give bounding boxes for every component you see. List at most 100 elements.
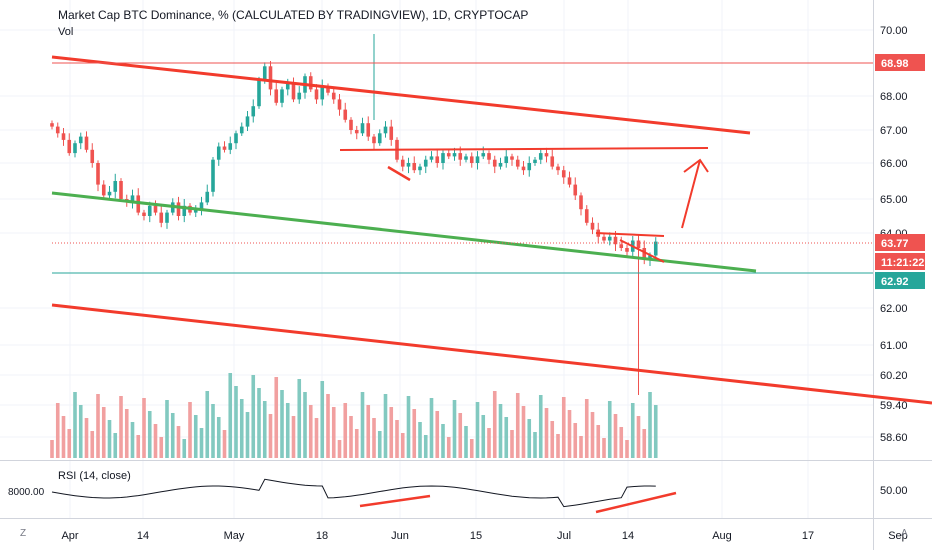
- time-tick-label: 18: [316, 530, 328, 542]
- volume-bar: [119, 396, 123, 458]
- volume-bar: [383, 394, 388, 458]
- upper-channel-line: [51, 55, 751, 135]
- volume-bar: [354, 429, 359, 458]
- volume-bar: [412, 409, 417, 458]
- candle-body: [452, 153, 457, 157]
- time-tick-label: Jul: [557, 530, 571, 542]
- volume-bar: [303, 392, 307, 458]
- volume-bar: [147, 411, 152, 458]
- time-tick-label: Jun: [391, 530, 409, 542]
- volume-bar: [567, 410, 572, 458]
- volume-bar: [159, 437, 164, 458]
- volume-bar: [521, 406, 526, 458]
- volume-bar: [469, 439, 474, 458]
- volume-bar: [90, 431, 95, 458]
- candle-body: [182, 205, 187, 216]
- volume-bar: [222, 430, 227, 458]
- candle-body: [458, 153, 463, 160]
- consolidation-top: [595, 232, 665, 237]
- price-tick-label: 61.00: [880, 340, 908, 352]
- volume-bar: [199, 428, 204, 458]
- volume-bar: [193, 415, 198, 458]
- candle-body: [602, 236, 606, 241]
- volume-bar: [113, 433, 118, 458]
- time-tick-label: 14: [137, 530, 149, 542]
- candle-body: [567, 177, 572, 185]
- volume-bar: [527, 419, 532, 458]
- candle-body: [613, 236, 618, 245]
- volume-bar: [630, 403, 635, 458]
- volume-bar: [573, 423, 578, 458]
- chart-title: Market Cap BTC Dominance, % (CALCULATED …: [58, 8, 529, 22]
- volume-bar: [343, 403, 348, 458]
- candle-body: [326, 86, 330, 93]
- candle-body: [377, 133, 382, 144]
- rsi-right-value: 50.00: [880, 485, 908, 497]
- range-top-line: [339, 147, 709, 151]
- candle-body: [130, 195, 135, 203]
- volume-bar: [561, 397, 566, 458]
- volume-bar: [653, 405, 658, 458]
- volume-bar: [326, 394, 330, 458]
- candle-body: [515, 159, 520, 167]
- candle-body: [234, 133, 238, 144]
- candle-body: [50, 123, 54, 127]
- timezone-button[interactable]: Z: [20, 528, 27, 539]
- price-badge-text: 62.92: [881, 276, 909, 288]
- candle-body: [533, 159, 537, 163]
- volume-bar: [458, 413, 463, 458]
- candle-body: [584, 209, 589, 223]
- candle-body: [498, 163, 503, 167]
- candle-body: [360, 123, 365, 134]
- rsi-pane: [51, 478, 677, 514]
- candle-body: [78, 136, 83, 144]
- price-badge-text: 11:21:22: [881, 257, 924, 269]
- volume-bar: [648, 392, 652, 458]
- lower-channel-line: [51, 303, 932, 405]
- candle-body: [354, 130, 359, 134]
- volume-bar: [280, 390, 284, 458]
- auto-scale-button[interactable]: A: [901, 528, 908, 539]
- rsi-divergence-line-2: [595, 491, 677, 514]
- volume-bar: [602, 438, 606, 458]
- volume-bar: [515, 393, 520, 458]
- volume-bar: [211, 404, 215, 458]
- volume-label: Vol: [58, 26, 74, 38]
- candle-body: [101, 184, 106, 196]
- volume-bar: [498, 404, 503, 458]
- volume-bar: [481, 415, 486, 458]
- candle-body: [61, 133, 66, 140]
- volume-bar: [239, 399, 244, 458]
- volume-bar: [73, 392, 77, 458]
- candle-body: [90, 149, 95, 163]
- small-red-segment: [387, 165, 411, 182]
- candle-body: [556, 166, 560, 171]
- volume-bar: [372, 418, 376, 458]
- price-badge: 68.98: [875, 54, 925, 71]
- price-badge-bg: [875, 234, 925, 251]
- volume-bar: [205, 391, 210, 458]
- price-badge-bg: [875, 54, 925, 71]
- volume-bar: [61, 416, 66, 458]
- candle-body: [400, 159, 405, 167]
- price-badge-text: 63.77: [881, 238, 909, 250]
- volume-bar: [441, 424, 445, 458]
- volume-bar: [291, 416, 296, 458]
- candle-body: [579, 195, 583, 210]
- candle-body: [320, 86, 325, 100]
- price-tick-label: 67.00: [880, 125, 908, 137]
- price-tick-label: 58.60: [880, 432, 908, 444]
- candle-body: [642, 248, 647, 260]
- candle-body: [262, 66, 267, 80]
- price-badge: 62.92: [875, 272, 925, 289]
- volume-bar: [67, 429, 72, 458]
- candle-body: [291, 82, 296, 100]
- candle-body: [475, 156, 480, 163]
- volume-bar: [274, 377, 279, 458]
- volume-bar: [234, 386, 238, 458]
- volume-bar: [285, 403, 290, 458]
- candle-body: [372, 136, 376, 144]
